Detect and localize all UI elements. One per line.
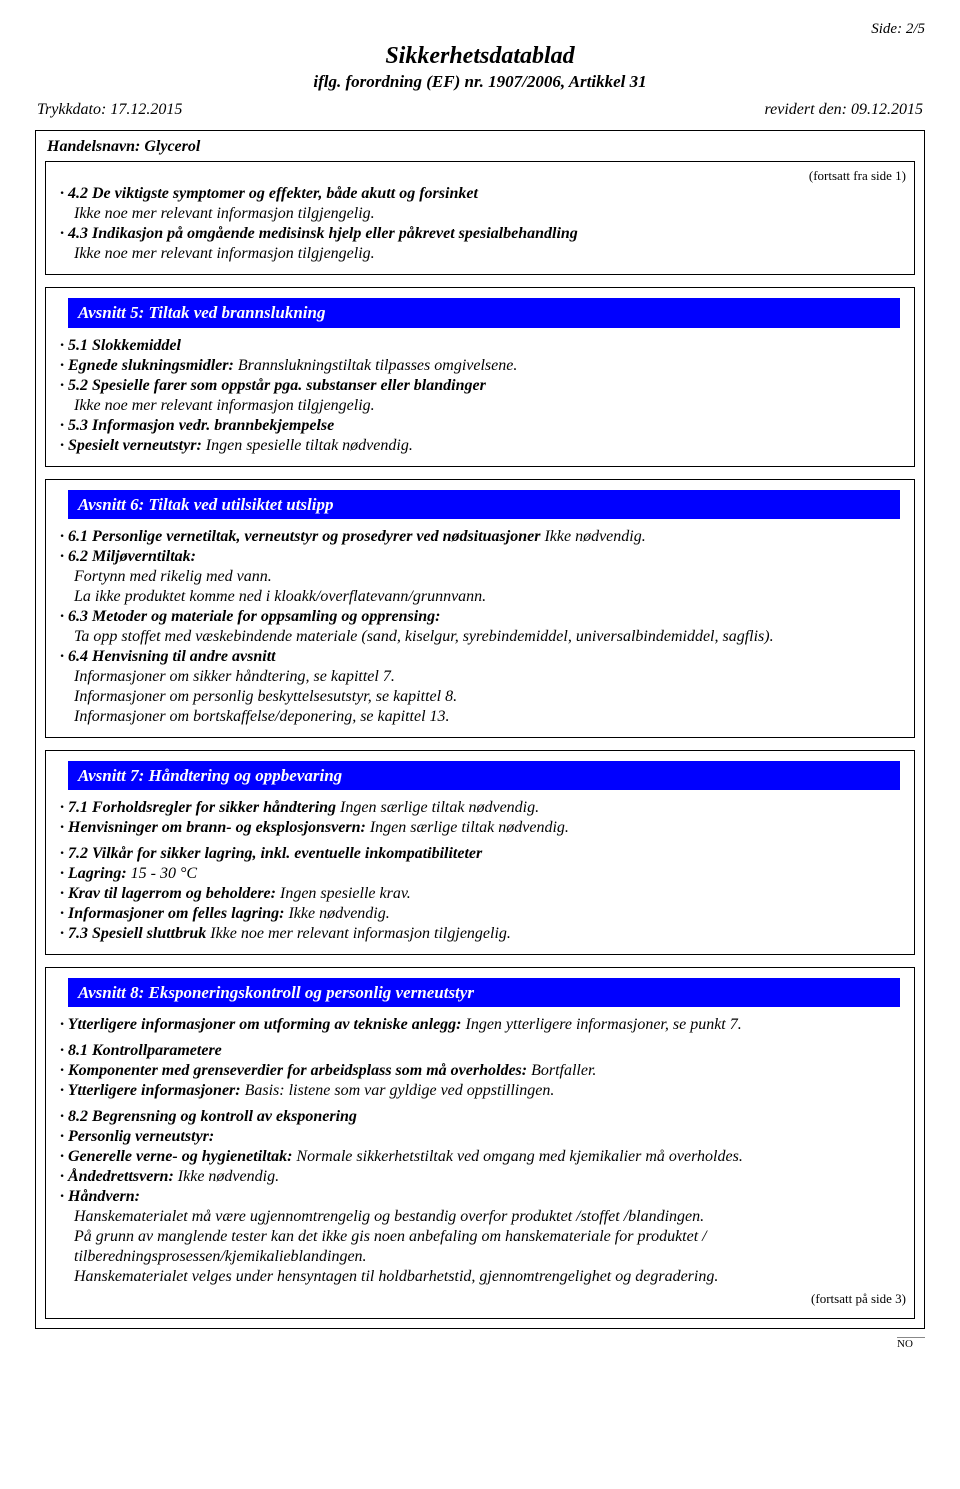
section-6-title: Avsnitt 6: Tiltak ved utilsiktet utslipp xyxy=(68,490,900,519)
s8-l6: · Personlig verneutstyr: xyxy=(60,1127,900,1147)
s7-l7: · 7.3 Spesiell sluttbruk Ikke noe mer re… xyxy=(60,924,900,944)
page-indicator: Side: 2/5 xyxy=(35,20,925,39)
s7-l2: · Henvisninger om brann- og eksplosjonsv… xyxy=(60,818,900,838)
section-7: Avsnitt 7: Håndtering og oppbevaring · 7… xyxy=(45,750,915,955)
document-subtitle: iflg. forordning (EF) nr. 1907/2006, Art… xyxy=(35,71,925,92)
s6-l2c: La ikke produktet komme ned i kloakk/ove… xyxy=(60,587,900,607)
s6-l4d: Informasjoner om bortskaffelse/deponerin… xyxy=(60,707,900,727)
s8-l1: · Ytterligere informasjoner om utforming… xyxy=(60,1015,900,1035)
s5-l3b: Ikke noe mer relevant informasjon tilgje… xyxy=(60,396,900,416)
section-5: Avsnitt 5: Tiltak ved brannslukning · 5.… xyxy=(45,287,915,466)
s8-l9b: Hanskematerialet må være ugjennomtrengel… xyxy=(60,1207,900,1227)
s7-l6: · Informasjoner om felles lagring: Ikke … xyxy=(60,904,900,924)
s8-l9d: Hanskematerialet velges under hensyntage… xyxy=(60,1267,900,1287)
s6-l3b: Ta opp stoffet med væskebindende materia… xyxy=(60,627,900,647)
revised-date: revidert den: 09.12.2015 xyxy=(765,100,923,120)
s6-l4: · 6.4 Henvisning til andre avsnitt xyxy=(60,647,900,667)
section-7-title: Avsnitt 7: Håndtering og oppbevaring xyxy=(68,761,900,790)
tradename-box: Handelsnavn: Glycerol (fortsatt fra side… xyxy=(35,130,925,1329)
s5-l4: · 5.3 Informasjon vedr. brannbekjempelse xyxy=(60,416,900,436)
trade-name: Handelsnavn: Glycerol xyxy=(45,137,915,161)
s8-l2: · 8.1 Kontrollparametere xyxy=(60,1041,900,1061)
s8-l3: · Komponenter med grenseverdier for arbe… xyxy=(60,1061,900,1081)
s6-l1: · 6.1 Personlige vernetiltak, verneutsty… xyxy=(60,527,900,547)
s8-l5: · 8.2 Begrensning og kontroll av ekspone… xyxy=(60,1107,900,1127)
s5-l5: · Spesielt verneutstyr: Ingen spesielle … xyxy=(60,436,900,456)
item-4-2-head: · 4.2 De viktigste symptomer og effekter… xyxy=(60,184,900,204)
s6-l4b: Informasjoner om sikker håndtering, se k… xyxy=(60,667,900,687)
s7-l4: · Lagring: 15 - 30 °C xyxy=(60,864,900,884)
s7-l3: · 7.2 Vilkår for sikker lagring, inkl. e… xyxy=(60,844,900,864)
section-8: Avsnitt 8: Eksponeringskontroll og perso… xyxy=(45,967,915,1319)
s7-l5: · Krav til lagerrom og beholdere: Ingen … xyxy=(60,884,900,904)
s5-l3: · 5.2 Spesielle farer som oppstår pga. s… xyxy=(60,376,900,396)
s8-l8: · Åndedrettsvern: Ikke nødvendig. xyxy=(60,1167,900,1187)
s8-l9: · Håndvern: xyxy=(60,1187,900,1207)
s5-l2: · Egnede slukningsmidler: Brannsluknings… xyxy=(60,356,900,376)
s6-l2: · 6.2 Miljøverntiltak: xyxy=(60,547,900,567)
language-code: NO xyxy=(897,1337,925,1352)
section-8-title: Avsnitt 8: Eksponeringskontroll og perso… xyxy=(68,978,900,1007)
s6-l4c: Informasjoner om personlig beskyttelsesu… xyxy=(60,687,900,707)
section-4-continued: (fortsatt fra side 1) · 4.2 De viktigste… xyxy=(45,161,915,275)
item-4-3-body: Ikke noe mer relevant informasjon tilgje… xyxy=(60,244,900,264)
continued-from-label: (fortsatt fra side 1) xyxy=(46,166,914,184)
item-4-3-head: · 4.3 Indikasjon på omgående medisinsk h… xyxy=(60,224,900,244)
s8-l9c: På grunn av manglende tester kan det ikk… xyxy=(60,1227,900,1267)
continued-to-label: (fortsatt på side 3) xyxy=(46,1287,914,1307)
document-title: Sikkerhetsdatablad xyxy=(35,41,925,71)
section-6: Avsnitt 6: Tiltak ved utilsiktet utslipp… xyxy=(45,479,915,738)
s6-l2b: Fortynn med rikelig med vann. xyxy=(60,567,900,587)
s8-l4: · Ytterligere informasjoner: Basis: list… xyxy=(60,1081,900,1101)
s5-l1: · 5.1 Slokkemiddel xyxy=(60,336,900,356)
s7-l1: · 7.1 Forholdsregler for sikker håndteri… xyxy=(60,798,900,818)
s8-l7: · Generelle verne- og hygienetiltak: Nor… xyxy=(60,1147,900,1167)
section-5-title: Avsnitt 5: Tiltak ved brannslukning xyxy=(68,298,900,327)
print-date: Trykkdato: 17.12.2015 xyxy=(37,100,182,120)
item-4-2-body: Ikke noe mer relevant informasjon tilgje… xyxy=(60,204,900,224)
s6-l3: · 6.3 Metoder og materiale for oppsamlin… xyxy=(60,607,900,627)
